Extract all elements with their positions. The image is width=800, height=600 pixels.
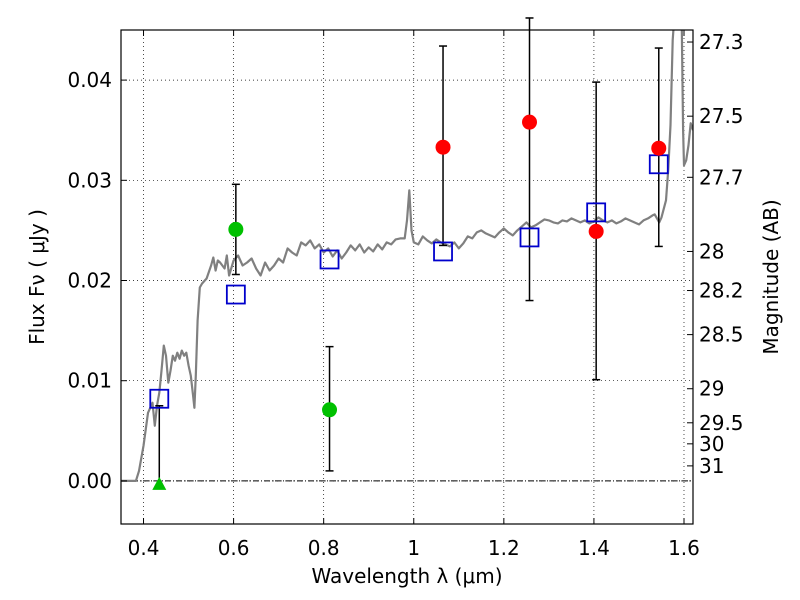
x-tick-label: 0.8: [308, 536, 340, 560]
y-tick-label: 0.02: [67, 269, 112, 293]
observed-flux-point-red: [588, 223, 604, 239]
y-tick-label: 0.01: [67, 369, 112, 393]
y-tick-labels: 0.00 0.01 0.02 0.03 0.04: [67, 68, 112, 493]
plot-frame: [120, 29, 694, 525]
model-flux-square: [519, 227, 540, 248]
mag-tick-label: 28: [699, 239, 724, 263]
axis-ticks: [121, 30, 693, 524]
plot-background: [121, 30, 693, 524]
y-axis-title: Flux Fν ( μJy ): [25, 209, 49, 345]
mag-tick-label: 30: [699, 432, 724, 456]
observed-flux-point-red: [435, 139, 451, 155]
model-flux-square: [149, 388, 170, 409]
model-flux-square: [225, 284, 246, 305]
mag-tick-label: 31: [699, 454, 724, 478]
mag-tick-label: 28.2: [699, 279, 744, 303]
observed-flux-layer: [152, 114, 667, 490]
mag-tick-label: 28.5: [699, 323, 744, 347]
mag-tick-label: 27.7: [699, 165, 744, 189]
upper-limit-triangle: [152, 476, 167, 490]
y-tick-label: 0.00: [67, 469, 112, 493]
x-tick-label: 0.4: [128, 536, 160, 560]
template-sed-layer: [121, 30, 693, 482]
model-flux-square: [319, 249, 340, 270]
y2-axis-title: Magnitude (AB): [759, 199, 783, 354]
y-tick-label: 0.04: [67, 68, 112, 92]
observed-flux-point-red: [522, 114, 538, 130]
x-tick-label: 1: [407, 536, 420, 560]
observed-flux-point-red: [651, 140, 667, 156]
mag-tick-label: 27.5: [699, 104, 744, 128]
x-tick-label: 1.2: [488, 536, 520, 560]
model-flux-square: [586, 202, 607, 223]
mag-tick-label: 27.3: [699, 30, 744, 54]
model-flux-square: [433, 241, 453, 262]
observed-flux-point-green: [228, 221, 244, 237]
template-sed-line: [121, 30, 693, 482]
mag-tick-label: 29: [699, 377, 724, 401]
x-axis-title: Wavelength λ (μm): [311, 564, 502, 588]
x-tick-label: 0.6: [218, 536, 250, 560]
observed-flux-point-green: [322, 402, 338, 418]
model-flux-layer: [149, 154, 669, 409]
x-tick-labels: 0.4 0.6 0.8 1 1.2 1.4 1.6: [128, 536, 700, 560]
x-tick-label: 1.6: [668, 536, 700, 560]
mag-tick-label: 29.5: [699, 411, 744, 435]
y-tick-label: 0.03: [67, 168, 112, 192]
x-tick-label: 1.4: [578, 536, 610, 560]
